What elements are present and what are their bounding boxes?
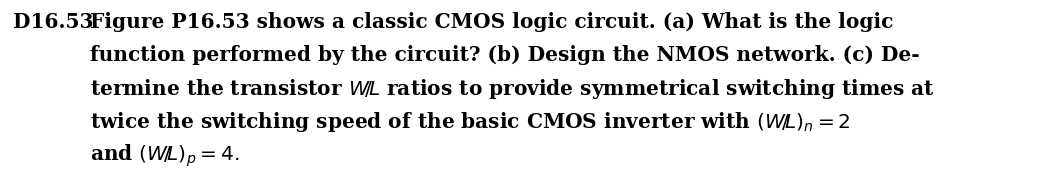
Text: D16.53: D16.53 <box>13 12 93 32</box>
Text: twice the switching speed of the basic CMOS inverter with $(W\!/\!L)_n = 2$: twice the switching speed of the basic C… <box>90 110 851 134</box>
Text: Figure P16.53 shows a classic CMOS logic circuit. (a) What is the logic: Figure P16.53 shows a classic CMOS logic… <box>90 12 894 32</box>
Text: and $(W\!/\!L)_p = 4.$: and $(W\!/\!L)_p = 4.$ <box>90 142 239 168</box>
Text: function performed by the circuit? (b) Design the NMOS network. (c) De-: function performed by the circuit? (b) D… <box>90 45 920 65</box>
Text: termine the transistor $W\!/\!L$ ratios to provide symmetrical switching times a: termine the transistor $W\!/\!L$ ratios … <box>90 77 935 101</box>
